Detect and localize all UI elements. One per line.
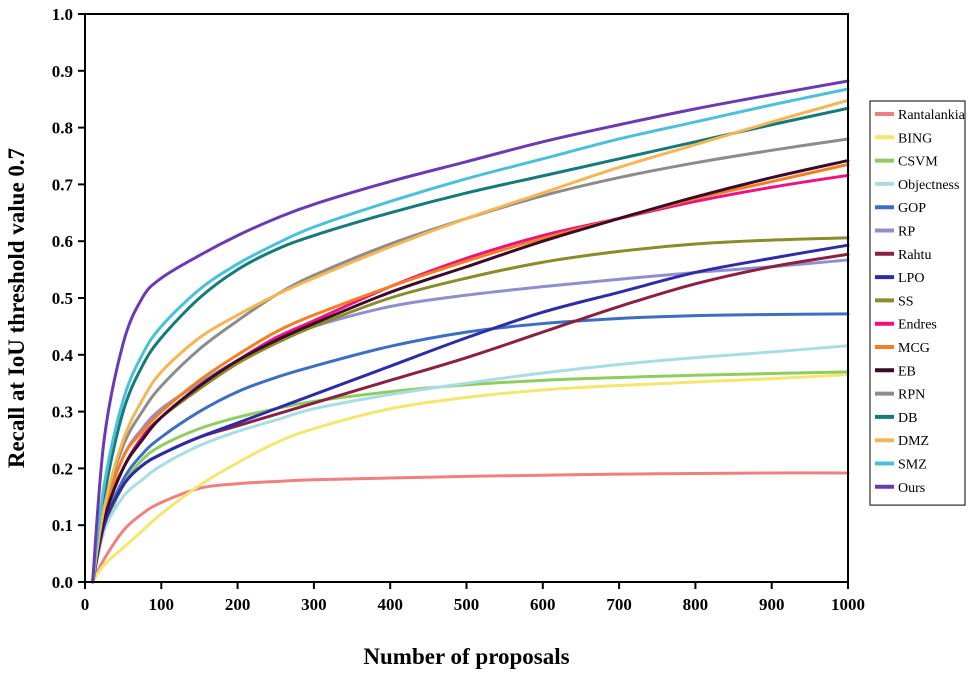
y-tick-label: 0.4 xyxy=(52,346,74,365)
x-tick-label: 700 xyxy=(606,595,632,614)
legend-label: SS xyxy=(898,294,914,309)
y-tick-label: 0.1 xyxy=(52,516,73,535)
series-line-lpo xyxy=(91,243,850,584)
series-line-rahtu xyxy=(91,252,850,584)
series-line-csvm xyxy=(91,370,850,584)
legend-label: BING xyxy=(898,131,932,146)
series-line-bing xyxy=(91,373,850,584)
series-line-eb xyxy=(91,159,850,584)
y-tick-label: 1.0 xyxy=(52,5,73,24)
series-line-rantalankia xyxy=(91,471,850,584)
legend-label: RPN xyxy=(898,388,925,403)
legend-label: MCG xyxy=(898,341,930,356)
x-axis-title: Number of proposals xyxy=(363,644,569,669)
series-line-ss xyxy=(91,236,850,584)
legend-label: EB xyxy=(898,364,916,379)
legend-label: CSVM xyxy=(898,155,938,170)
legend-label: GOP xyxy=(898,201,926,216)
x-tick-label: 100 xyxy=(149,595,175,614)
legend-label: Rantalankia xyxy=(898,108,966,123)
y-tick-label: 0.8 xyxy=(52,119,73,138)
x-tick-label: 400 xyxy=(377,595,403,614)
y-tick-label: 0.7 xyxy=(52,175,74,194)
y-axis-ticks: 0.0 0.1 0.2 0.3 0.4 0.5 0.6 0.7 0.8 0.9 1.0 xyxy=(52,5,85,592)
x-tick-label: 800 xyxy=(683,595,709,614)
series-line-objectness xyxy=(91,344,850,584)
x-tick-label: 200 xyxy=(225,595,251,614)
y-tick-label: 0.2 xyxy=(52,459,73,478)
legend-label: DB xyxy=(898,411,917,426)
series-line-rpn xyxy=(91,137,850,584)
series-line-ours xyxy=(91,79,850,584)
y-tick-label: 0.3 xyxy=(52,403,73,422)
legend-label: DMZ xyxy=(898,434,929,449)
x-tick-label: 500 xyxy=(454,595,480,614)
series-line-gop xyxy=(91,312,850,584)
x-tick-label: 0 xyxy=(81,595,90,614)
series-line-smz xyxy=(91,87,850,584)
series-line-dmz xyxy=(91,98,850,584)
plot-lines xyxy=(91,79,850,584)
legend-label: Rahtu xyxy=(898,248,931,263)
legend-label: Ours xyxy=(898,481,925,496)
legend-label: Objectness xyxy=(898,178,959,193)
x-axis-ticks: 0 100 200 300 400 500 600 700 800 900 1000 xyxy=(81,582,865,614)
legend-box xyxy=(869,100,966,506)
y-tick-label: 0.5 xyxy=(52,289,73,308)
y-tick-label: 0.0 xyxy=(52,573,73,592)
x-tick-label: 900 xyxy=(759,595,785,614)
x-tick-label: 600 xyxy=(530,595,556,614)
legend-label: RP xyxy=(898,225,915,240)
y-tick-label: 0.6 xyxy=(52,232,73,251)
y-axis-title: Recall at IoU threshold value 0.7 xyxy=(4,148,29,468)
legend-label: Endres xyxy=(898,318,937,333)
x-tick-label: 300 xyxy=(301,595,327,614)
x-tick-label: 1000 xyxy=(831,595,865,614)
y-tick-label: 0.9 xyxy=(52,62,73,81)
series-line-db xyxy=(91,106,850,584)
series-line-rp xyxy=(91,258,850,584)
legend-label: LPO xyxy=(898,271,924,286)
legend-label: SMZ xyxy=(898,458,927,473)
legend: Rantalankia BING CSVM Objectness GOP RP Rahtu L… xyxy=(869,100,966,506)
